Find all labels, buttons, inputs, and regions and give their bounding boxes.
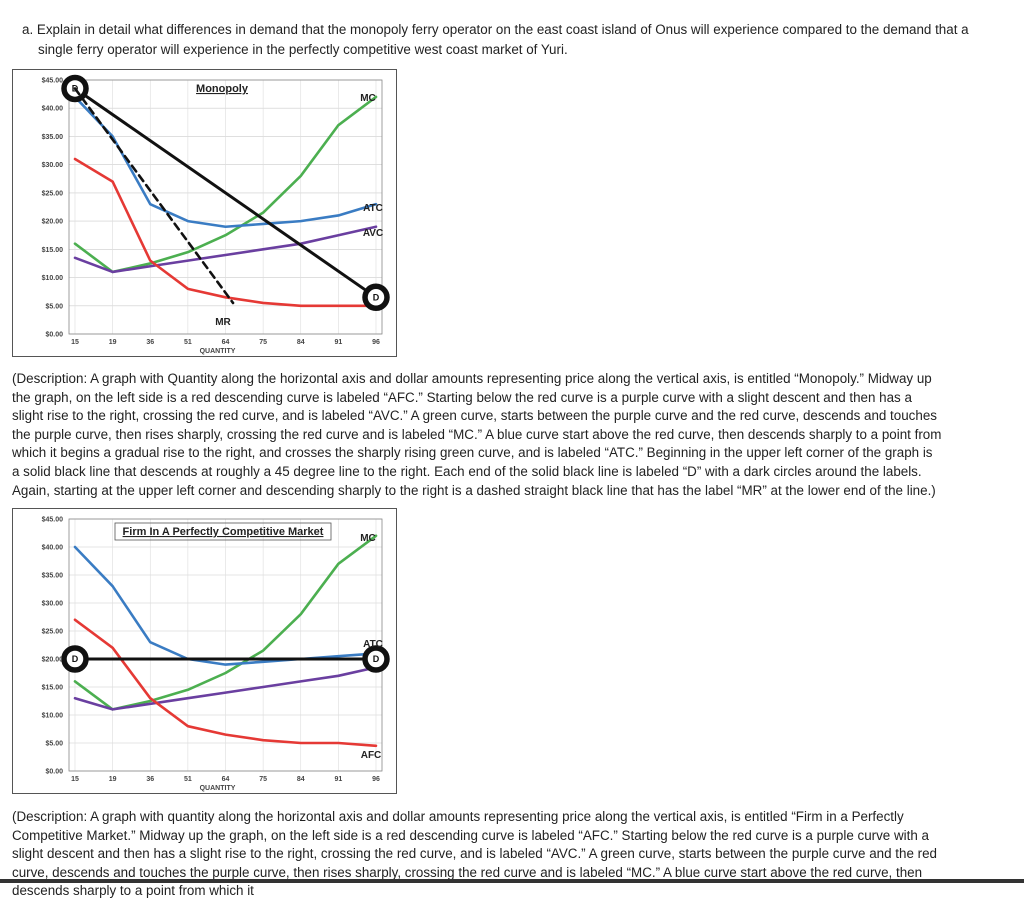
- plot-area: [68, 518, 383, 772]
- mr-label: MR: [215, 317, 231, 328]
- y-tick-label: $25.00: [42, 190, 64, 197]
- y-tick-label: $35.00: [42, 134, 64, 141]
- y-tick-label: $15.00: [42, 685, 64, 692]
- avc-curve: [73, 225, 378, 274]
- y-tick-label: $35.00: [42, 573, 64, 580]
- y-tick-label: $40.00: [42, 545, 64, 552]
- x-tick-label: 36: [146, 339, 154, 346]
- x-tick-label: 75: [259, 339, 267, 346]
- d-label: D: [72, 654, 79, 664]
- x-tick-label: 84: [297, 339, 305, 346]
- competitive-market-description: (Description: A graph with quantity alon…: [12, 809, 937, 899]
- plot-area: [68, 79, 383, 335]
- x-axis-label: QUANTITY: [200, 785, 236, 792]
- avc-label: AVC: [363, 228, 383, 239]
- x-tick-label: 84: [297, 776, 305, 783]
- afc-label: AFC: [361, 750, 382, 761]
- question-line-2: single ferry operator will experience in…: [38, 42, 568, 57]
- avc-curve: [73, 666, 378, 711]
- x-tick-label: 19: [109, 776, 117, 783]
- x-tick-label: 51: [184, 776, 192, 783]
- mc-label: MC: [360, 533, 376, 544]
- question-text: a. Explain in detail what differences in…: [22, 20, 982, 60]
- x-tick-label: 96: [372, 339, 380, 346]
- monopoly-chart: $0.00 $5.00 $10.00 $15.00 $20.00 $25.00 $30.00…: [12, 69, 397, 357]
- x-tick-label: 36: [146, 776, 154, 783]
- competitive-market-chart-svg: $0.00 $5.00 $10.00 $15.00 $20.00 $25.00 $30.00…: [42, 517, 390, 792]
- x-tick-label: 64: [222, 339, 230, 346]
- y-tick-label: $10.00: [42, 275, 64, 282]
- atc-label: ATC: [363, 639, 383, 650]
- y-tick-label: $25.00: [42, 629, 64, 636]
- atc-curve: [73, 95, 378, 229]
- competitive-market-chart: $0.00 $5.00 $10.00 $15.00 $20.00 $25.00 $30.00…: [12, 508, 397, 794]
- d-label-circle: [362, 645, 390, 673]
- chart-title-box: [114, 522, 332, 541]
- y-tick-label: $5.00: [45, 741, 63, 748]
- x-tick-label: 15: [71, 776, 79, 783]
- y-tick-label: $40.00: [42, 106, 64, 113]
- y-tick-label: $15.00: [42, 247, 64, 254]
- d-label-circle: [362, 283, 390, 312]
- x-tick-label: 19: [109, 339, 117, 346]
- afc-curve: [73, 157, 378, 308]
- y-tick-label: $20.00: [42, 219, 64, 226]
- x-tick-label: 96: [372, 776, 380, 783]
- x-tick-label: 75: [259, 776, 267, 783]
- y-tick-label: $5.00: [45, 303, 63, 310]
- x-tick-label: 51: [184, 339, 192, 346]
- y-tick-label: $30.00: [42, 162, 64, 169]
- y-tick-label: $0.00: [45, 769, 63, 776]
- mc-label: MC: [360, 93, 376, 104]
- y-tick-label: $30.00: [42, 601, 64, 608]
- question-line-1: a. Explain in detail what differences in…: [22, 22, 969, 37]
- x-axis-label: QUANTITY: [200, 348, 236, 355]
- y-tick-label: $0.00: [45, 332, 63, 339]
- atc-label: ATC: [363, 203, 383, 214]
- page-divider: [0, 879, 1024, 883]
- y-tick-label: $10.00: [42, 713, 64, 720]
- d-label: D: [373, 293, 380, 303]
- x-tick-label: 91: [334, 776, 342, 783]
- monopoly-chart-svg: $0.00 $5.00 $10.00 $15.00 $20.00 $25.00 $30.00…: [42, 74, 390, 355]
- x-tick-label: 91: [334, 339, 342, 346]
- d-label: D: [373, 654, 380, 664]
- y-tick-label: $45.00: [42, 78, 64, 85]
- x-tick-label: 64: [222, 776, 230, 783]
- afc-curve: [73, 618, 378, 748]
- y-tick-label: $45.00: [42, 517, 64, 524]
- y-tick-label: $20.00: [42, 657, 64, 664]
- mr-curve: [73, 87, 235, 305]
- chart-title: Monopoly: [196, 83, 249, 95]
- d-label-circle: [61, 645, 89, 673]
- x-tick-label: 15: [71, 339, 79, 346]
- d-curve: [73, 86, 378, 299]
- chart-title: Firm In A Perfectly Competitive Market: [123, 526, 324, 538]
- monopoly-description: (Description: A graph with Quantity alon…: [12, 371, 942, 498]
- atc-curve: [73, 545, 378, 666]
